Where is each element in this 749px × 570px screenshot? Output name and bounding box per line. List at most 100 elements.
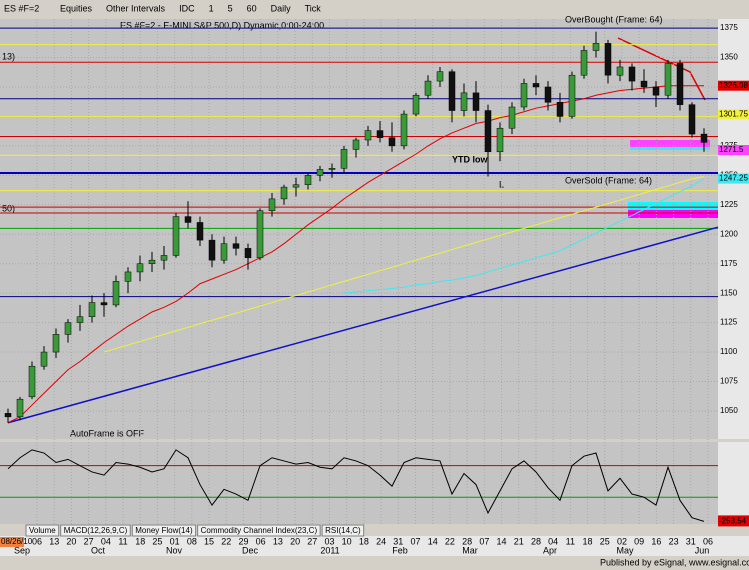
x-tick-label: 18 <box>359 536 369 546</box>
toolbar-item[interactable]: 1 <box>209 3 214 13</box>
tab-label[interactable]: RSI(14,C) <box>325 526 361 535</box>
candle-body <box>328 168 336 170</box>
indicator-tag <box>718 515 749 527</box>
tab[interactable] <box>25 524 60 537</box>
x-tick-label: 04 <box>101 536 111 546</box>
candle-body <box>76 316 84 323</box>
x-tick-label: 27 <box>307 536 317 546</box>
price-tag <box>718 80 749 91</box>
candle-body <box>136 263 144 273</box>
price-tag-label: 1271.5 <box>719 145 744 154</box>
tab[interactable] <box>60 524 131 537</box>
tab[interactable] <box>197 524 321 537</box>
tab[interactable] <box>131 524 197 537</box>
y-tick-label: 1075 <box>720 377 738 386</box>
toolbar-item[interactable]: Equities <box>60 3 93 13</box>
month-label: Dec <box>242 545 259 555</box>
x-tick-label: 06 <box>256 536 266 546</box>
indicator-line <box>7 449 705 522</box>
x-tick-label: 09 <box>634 536 644 546</box>
candle-body <box>280 186 288 200</box>
month-label: Nov <box>166 545 183 555</box>
footer: Published by eSignal, www.esignal.com <box>600 557 749 567</box>
candle-body <box>580 50 588 76</box>
x-tick-label: 22 <box>445 536 455 546</box>
indicator-pane <box>0 442 718 524</box>
y-tick-label: 1125 <box>720 318 738 327</box>
resistance-line <box>617 37 706 101</box>
candle-body <box>64 322 72 335</box>
tab-label[interactable]: Volume <box>29 526 56 535</box>
annotation: AutoFrame is OFF <box>70 428 145 438</box>
candle-body <box>220 243 228 261</box>
moving-average <box>103 176 705 353</box>
candle-body <box>208 239 216 261</box>
candle-body <box>496 127 504 153</box>
x-tick-label: 20 <box>66 536 76 546</box>
candle-body <box>340 149 348 169</box>
toolbar-item[interactable]: IDC <box>179 3 195 13</box>
start-date: 08/26/10 <box>1 537 33 546</box>
month-label: May <box>616 545 634 555</box>
date-highlight <box>0 537 24 547</box>
price-tag <box>718 145 749 156</box>
y-tick-label: 1150 <box>720 288 738 297</box>
x-tick-label: 10 <box>342 536 352 546</box>
candle-body <box>244 248 252 259</box>
tab[interactable] <box>321 524 365 537</box>
symbol[interactable]: ES #F=2 <box>4 3 39 13</box>
y-tick-label: 1175 <box>720 259 738 268</box>
toolbar-item[interactable]: 5 <box>228 3 233 13</box>
month-label: Oct <box>91 545 106 555</box>
x-tick-label: 28 <box>462 536 472 546</box>
candle-body <box>688 104 696 135</box>
price-tag-label: 1247.25 <box>719 174 748 183</box>
x-tick-label: 07 <box>411 536 421 546</box>
zone <box>628 202 718 210</box>
annotation: 50) <box>2 203 15 213</box>
candle-body <box>568 74 576 117</box>
toolbar-item[interactable]: Tick <box>305 3 322 13</box>
x-tick-label: 06 <box>32 536 42 546</box>
candle-body <box>676 63 684 105</box>
month-label: Jun <box>695 545 710 555</box>
candle-body <box>700 133 708 143</box>
x-tick-label: 13 <box>49 536 59 546</box>
candle-body <box>124 271 132 282</box>
trendline <box>7 226 719 424</box>
tab-label[interactable]: Commodity Channel Index(23,C) <box>201 526 318 535</box>
x-tick-label: 31 <box>686 536 696 546</box>
candle-body <box>364 130 372 141</box>
x-tick-label: 28 <box>531 536 541 546</box>
x-tick-label: 11 <box>566 536 575 546</box>
x-tick-label: 16 <box>651 536 661 546</box>
candle-body <box>112 281 120 306</box>
moving-average <box>343 178 705 294</box>
candle-body <box>484 110 492 153</box>
candle-body <box>52 334 60 353</box>
candle-body <box>268 198 276 211</box>
tab-label[interactable]: MACD(12,26,9,C) <box>64 526 128 535</box>
candle-body <box>616 66 624 76</box>
price-tag <box>718 109 749 120</box>
toolbar-item[interactable]: Other Intervals <box>106 3 166 13</box>
candle-body <box>40 351 48 367</box>
candle-body <box>508 106 516 129</box>
month-label: Apr <box>543 545 557 555</box>
candle-body <box>292 184 300 188</box>
y-tick-label: 1100 <box>720 347 738 356</box>
toolbar-item[interactable]: 60 <box>247 3 257 13</box>
tab-label[interactable]: Money Flow(14) <box>135 526 193 535</box>
candle-body <box>592 43 600 51</box>
x-tick-label: 24 <box>376 536 386 546</box>
y-tick-label: 1225 <box>720 200 738 209</box>
x-tick-label: 15 <box>204 536 214 546</box>
month-label: 2011 <box>320 545 339 555</box>
indicator-tag-label: -253.54 <box>719 517 747 526</box>
toolbar-item[interactable]: Daily <box>271 3 292 13</box>
candle-body <box>184 216 192 223</box>
price-tag <box>718 173 749 184</box>
x-tick-label: 20 <box>290 536 300 546</box>
